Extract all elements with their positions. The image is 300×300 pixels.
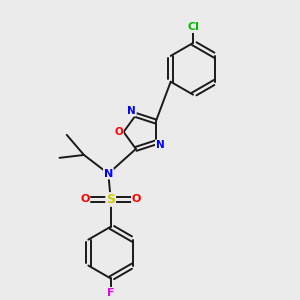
Text: N: N bbox=[104, 169, 113, 178]
Text: F: F bbox=[107, 288, 114, 298]
Text: O: O bbox=[114, 127, 123, 137]
Text: N: N bbox=[156, 140, 164, 150]
Text: O: O bbox=[132, 194, 141, 205]
Text: N: N bbox=[127, 106, 136, 116]
Text: S: S bbox=[106, 193, 115, 206]
Text: Cl: Cl bbox=[187, 22, 199, 32]
Text: O: O bbox=[80, 194, 89, 205]
